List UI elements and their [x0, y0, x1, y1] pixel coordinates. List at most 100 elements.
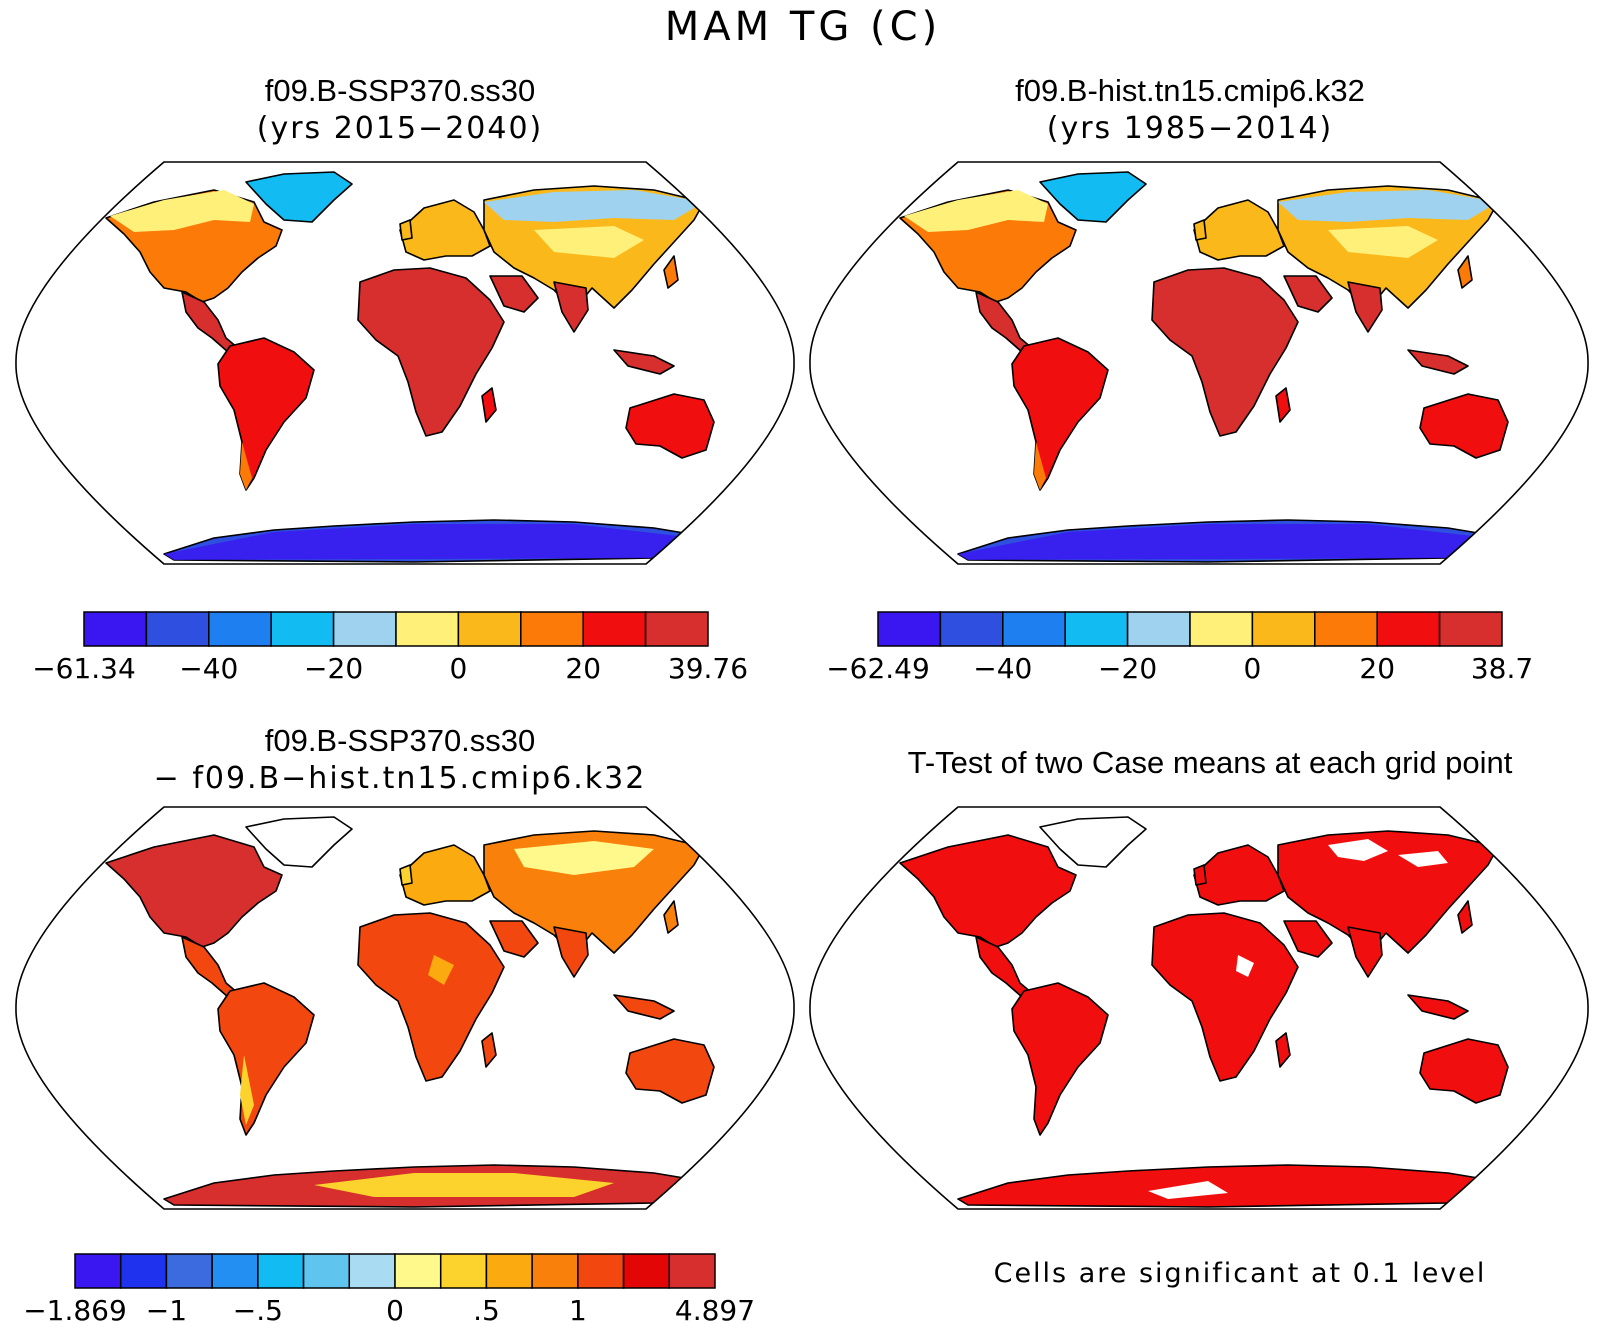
samerica-landmass — [217, 337, 315, 491]
colorbar-swatch — [457, 611, 522, 647]
colorbar-tick-label: −40 — [179, 652, 238, 685]
colorbar-swatch — [74, 1253, 122, 1289]
colorbar-swatch — [1438, 611, 1503, 647]
map-frame — [809, 161, 1589, 565]
colorbar-swatch — [939, 611, 1004, 647]
field-patch — [1328, 226, 1438, 258]
india-landmass — [553, 281, 589, 333]
panel-hist-title-block: f09.B-hist.tn15.cmip6.k32 (yrs 1985−2014… — [880, 72, 1500, 148]
map-ssp370 — [15, 161, 795, 565]
main-title: MAM TG (C) — [664, 4, 942, 50]
namerica-landmass — [899, 834, 1077, 948]
panel-ttest-footnote: Cells are significant at 0.1 level — [993, 1258, 1487, 1289]
field-patch — [1034, 442, 1046, 490]
antarctica-landmass — [957, 1164, 1509, 1208]
field-patch — [428, 955, 454, 985]
colorbar-hist: −62.49 −40 −20 0 20 38.7 — [826, 611, 1533, 685]
africa-landmass — [1151, 267, 1299, 437]
arabia-landmass — [489, 275, 539, 313]
colorbar-swatch — [1251, 611, 1316, 647]
field-patch — [1236, 955, 1254, 977]
japan-landmass — [1457, 900, 1473, 934]
colorbar-swatch — [394, 1253, 442, 1289]
india-landmass — [1347, 281, 1383, 333]
field-patch — [314, 1173, 614, 1197]
map-hist — [809, 161, 1589, 565]
madag-landmass — [481, 387, 497, 423]
colorbar-tick-label: −61.34 — [32, 652, 136, 685]
colorbar-swatch — [208, 611, 272, 647]
colorbar-swatch — [395, 611, 460, 647]
colorbar-swatch — [332, 611, 397, 647]
namerica-landmass — [105, 834, 283, 948]
colorbar-swatch — [582, 611, 647, 647]
colorbar-ssp370: −61.34 −40 −20 0 20 39.76 — [32, 611, 748, 685]
field-patch — [514, 841, 654, 875]
arabia-landmass — [489, 920, 539, 958]
colorbar-swatch — [1126, 611, 1191, 647]
samerica-landmass — [1011, 337, 1109, 491]
seasia-landmass — [1407, 349, 1469, 375]
japan-landmass — [1457, 255, 1473, 289]
colorbar-tick-label: −20 — [1098, 652, 1157, 685]
field-patch — [484, 190, 704, 222]
field-patch — [240, 442, 252, 490]
colorbar-tick-label: 1 — [569, 1294, 587, 1323]
centam-landmass — [181, 936, 239, 998]
colorbar-swatch — [83, 611, 148, 647]
colorbar-swatch — [577, 1253, 625, 1289]
japan-landmass — [663, 900, 679, 934]
australia-landmass — [625, 1038, 715, 1104]
arabia-landmass — [1283, 920, 1333, 958]
colorbar-swatch — [270, 611, 335, 647]
europe-landmass — [1193, 199, 1285, 261]
field-patch — [1398, 851, 1448, 867]
africa-landmass — [357, 912, 505, 1082]
colorbar-swatch — [877, 611, 942, 647]
colorbar-diff: −1.869 −1 −.5 0 .5 1 4.897 — [23, 1253, 755, 1323]
colorbar-swatch — [622, 1253, 671, 1289]
seasia-landmass — [613, 349, 675, 375]
india-landmass — [553, 926, 589, 978]
panel-ttest-title: T-Test of two Case means at each grid po… — [907, 745, 1513, 780]
africa-landmass — [1151, 912, 1299, 1082]
colorbar-swatch — [668, 1253, 716, 1289]
europe-landmass — [399, 199, 491, 261]
colorbar-swatch — [165, 1253, 213, 1289]
seasia-landmass — [1407, 994, 1469, 1020]
colorbar-tick-label: 0 — [1243, 652, 1261, 685]
colorbar-swatch — [119, 1253, 168, 1289]
field-patch — [1148, 1181, 1228, 1199]
madag-landmass — [1275, 387, 1291, 423]
map-hist-land — [899, 171, 1509, 563]
colorbar-swatch — [1064, 611, 1129, 647]
colorbar-swatch — [1314, 611, 1378, 647]
panel-diff-subtitle: − f09.B−hist.tn15.cmip6.k32 — [153, 761, 647, 796]
field-patch — [110, 190, 254, 232]
colorbar-tick-label: 0 — [386, 1294, 404, 1323]
panel-diff-title: f09.B-SSP370.ss30 — [264, 723, 536, 758]
europe-landmass — [1193, 844, 1285, 906]
seasia-landmass — [613, 994, 675, 1020]
field-patch — [904, 190, 1048, 232]
map-ttest-land — [899, 816, 1509, 1208]
map-ssp370-land — [105, 171, 715, 563]
arabia-landmass — [1283, 275, 1333, 313]
colorbar-swatch — [145, 611, 210, 647]
colorbar-tick-label: −62.49 — [826, 652, 930, 685]
colorbar-swatch — [1189, 611, 1254, 647]
colorbar-tick-label: −40 — [973, 652, 1032, 685]
map-diff — [15, 806, 795, 1210]
field-patch — [164, 524, 714, 560]
uk-landmass — [1193, 864, 1207, 886]
colorbar-tick-label: 38.7 — [1471, 652, 1533, 685]
samerica-landmass — [1011, 982, 1109, 1136]
africa-landmass — [357, 267, 505, 437]
colorbar-swatch — [531, 1253, 579, 1289]
map-frame — [809, 806, 1589, 1210]
panel-diff-title-block: f09.B-SSP370.ss30 − f09.B−hist.tn15.cmip… — [60, 722, 740, 798]
japan-landmass — [663, 255, 679, 289]
colorbar-swatch — [1376, 611, 1441, 647]
uk-landmass — [1193, 219, 1207, 241]
greenland-landmass — [1039, 171, 1147, 223]
